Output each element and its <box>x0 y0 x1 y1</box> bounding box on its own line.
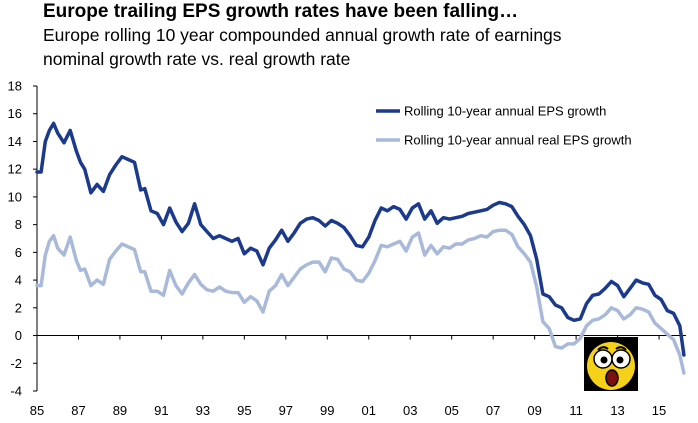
y-tick-label: 16 <box>8 106 22 121</box>
x-tick-label: 13 <box>610 403 624 418</box>
x-tick-label: 97 <box>279 403 293 418</box>
x-tick-label: 01 <box>362 403 376 418</box>
x-tick-label: 85 <box>30 403 44 418</box>
y-axis-tick-labels: -4 -2 0 2 4 6 8 10 12 14 16 18 <box>8 79 37 399</box>
y-tick-label: 12 <box>8 162 22 177</box>
axes <box>36 86 686 391</box>
x-tick-label: 99 <box>320 403 334 418</box>
y-tick-label: 6 <box>15 245 22 260</box>
y-tick-label: 4 <box>15 273 22 288</box>
y-tick-label: -2 <box>10 356 22 371</box>
x-tick-label: 93 <box>196 403 210 418</box>
x-tick-label: 95 <box>237 403 251 418</box>
y-tick-label: 2 <box>15 300 22 315</box>
x-tick-label: 11 <box>569 403 583 418</box>
chart-subtitle-line-1: Europe rolling 10 year compounded annual… <box>43 25 562 45</box>
y-tick-label: 0 <box>15 328 22 343</box>
legend: Rolling 10-year annual EPS growth Rollin… <box>376 104 632 148</box>
x-tick-label: 91 <box>154 403 168 418</box>
x-tick-label: 05 <box>444 403 458 418</box>
x-tick-label: 07 <box>486 403 500 418</box>
x-tick-label: 87 <box>71 403 85 418</box>
chart-title: Europe trailing EPS growth rates have be… <box>43 1 519 22</box>
y-tick-label: 14 <box>8 134 22 149</box>
series-line-nominal-eps-growth <box>35 121 686 357</box>
x-axis-tick-labels: 85 87 89 91 93 95 97 99 01 03 05 07 09 11 13 15 <box>30 335 666 418</box>
chart-subtitle-line-2: nominal growth rate vs. real growth rate <box>43 49 351 69</box>
series-line-real-eps-growth <box>35 228 686 375</box>
shocked-face-emoji-icon <box>584 337 638 391</box>
y-tick-label: 10 <box>8 189 22 204</box>
series-lines <box>35 121 686 375</box>
y-tick-label: 18 <box>8 79 22 94</box>
x-tick-label: 09 <box>527 403 541 418</box>
x-tick-label: 89 <box>113 403 127 418</box>
x-tick-label: 03 <box>403 403 417 418</box>
y-tick-label: 8 <box>15 217 22 232</box>
y-tick-label: -4 <box>10 384 22 399</box>
x-tick-label: 15 <box>652 403 666 418</box>
legend-label-nominal: Rolling 10-year annual EPS growth <box>404 104 606 119</box>
legend-label-real: Rolling 10-year annual real EPS growth <box>404 133 632 148</box>
